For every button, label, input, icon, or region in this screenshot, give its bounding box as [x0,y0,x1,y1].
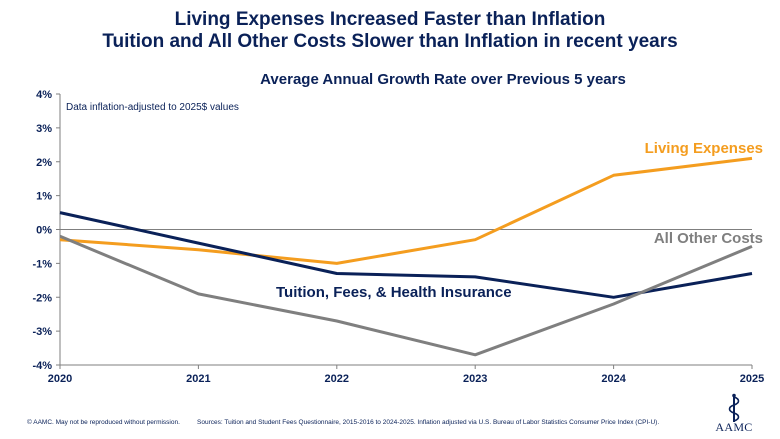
aamc-logo: AAMC [709,393,759,435]
x-tick-label: 2025 [740,373,764,385]
y-tick-label: 1% [36,191,52,203]
x-tick-label: 2020 [48,373,72,385]
chart-annotation: Data inflation-adjusted to 2025$ values [66,102,239,113]
y-tick-label: -3% [32,326,52,338]
page-title-line-1: Living Expenses Increased Faster than In… [174,9,606,30]
y-tick-label: -1% [32,258,52,270]
copyright-note: © AAMC. May not be reproduced without pe… [27,419,180,426]
y-tick-label: 0% [36,225,52,237]
series-label-all-other-costs: All Other Costs [654,230,763,247]
series-line-living-expenses [59,156,753,265]
y-tick-label: 4% [36,89,52,101]
x-tick-label: 2024 [601,373,626,385]
caduceus-icon [728,393,740,422]
x-tick-label: 2023 [463,373,487,385]
series-line-all-other-costs [59,234,753,357]
y-tick-label: 2% [36,157,52,169]
series-label-living-expenses: Living Expenses [645,140,763,157]
logo-text: AAMC [715,420,753,434]
page-title-line-2: Tuition and All Other Costs Slower than … [102,31,678,52]
x-tick-label: 2022 [325,373,349,385]
sources-note: Sources: Tuition and Student Fees Questi… [197,419,660,426]
chart-title: Average Annual Growth Rate over Previous… [260,71,626,88]
series-label-tuition-fees-health-insurance: Tuition, Fees, & Health Insurance [276,284,512,301]
y-tick-label: 3% [36,123,52,135]
y-tick-label: -2% [32,292,52,304]
x-tick-label: 2021 [186,373,210,385]
y-tick-label: -4% [32,360,52,372]
